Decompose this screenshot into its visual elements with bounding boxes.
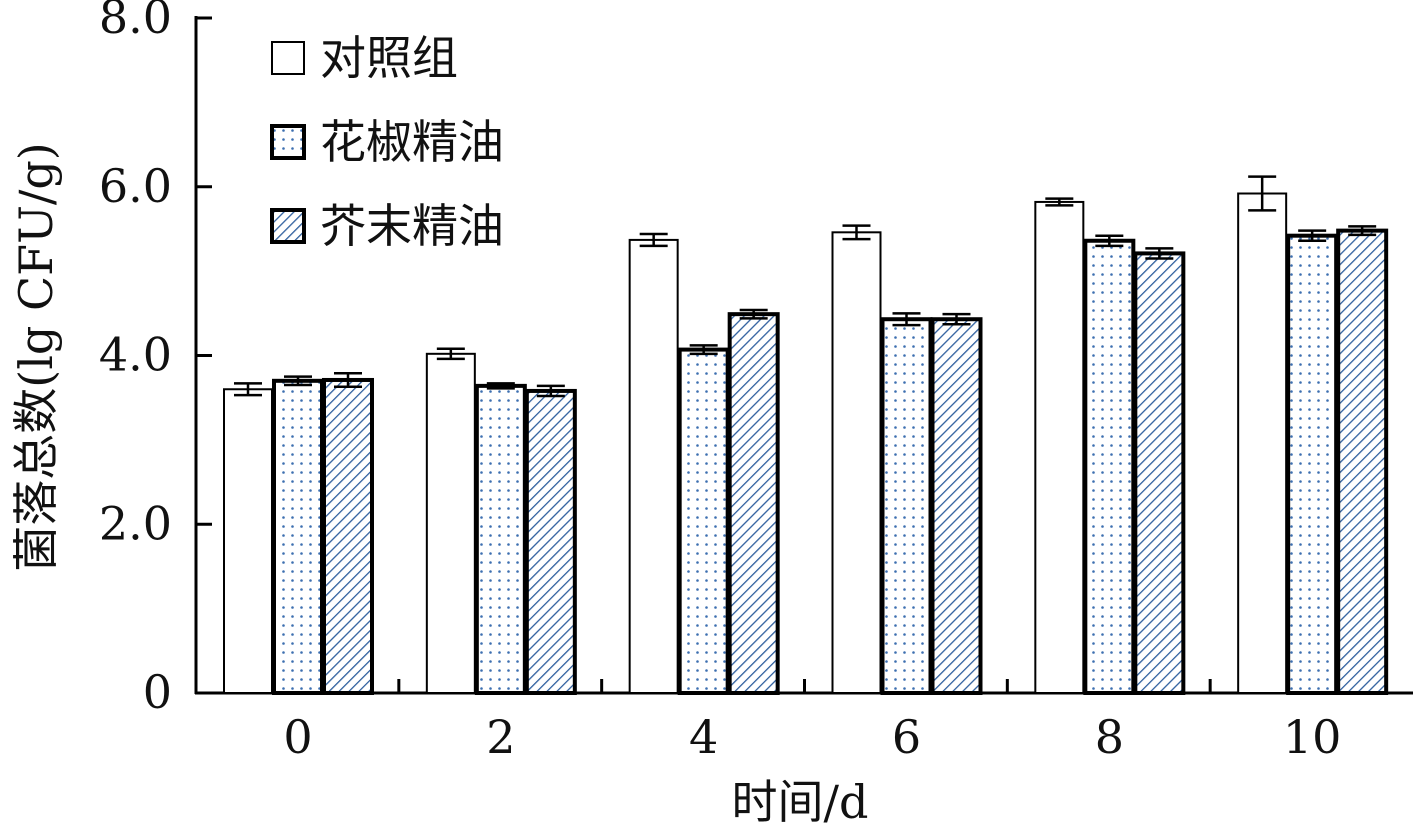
legend-label: 对照组 [320, 31, 458, 85]
bar [425, 352, 476, 694]
x-tick-label: 6 [892, 710, 921, 764]
bar [474, 383, 527, 695]
bar [831, 231, 882, 694]
bar [223, 388, 273, 694]
bar [930, 317, 983, 695]
y-tick-label: 0 [143, 665, 172, 719]
y-tick-label: 6.0 [99, 159, 172, 213]
bar [677, 347, 730, 695]
bar [880, 317, 933, 695]
bar [322, 377, 374, 695]
x-tick-label: 10 [1283, 710, 1342, 764]
y-axis-title: 菌落总数(lg CFU/g) [9, 142, 63, 572]
error-bars [234, 175, 1377, 398]
legend-label: 花椒精油 [320, 115, 504, 169]
axes [194, 16, 1413, 695]
legend-swatch [270, 208, 306, 244]
legend-swatch [270, 124, 306, 160]
bar [628, 238, 679, 694]
bar [727, 312, 780, 695]
y-tick-label: 2.0 [99, 496, 172, 550]
tick-labels: 0 2.0 4.0 6.0 8.0 0 2 4 6 8 10 [99, 0, 1342, 764]
bar [1034, 200, 1085, 694]
x-tick-label: 2 [486, 710, 515, 764]
bar [272, 378, 324, 695]
bar [1336, 228, 1389, 695]
bar [1083, 238, 1136, 695]
bars [223, 192, 1389, 695]
x-tick-label: 4 [689, 710, 718, 764]
x-tick-label: 0 [283, 710, 312, 764]
bar [1237, 192, 1288, 694]
legend-label: 芥末精油 [320, 199, 504, 253]
x-axis-title: 时间/d [732, 775, 869, 828]
y-tick-label: 4.0 [99, 328, 172, 382]
y-tick-label: 8.0 [99, 0, 172, 44]
bar [524, 388, 577, 695]
bar [1286, 233, 1339, 695]
bar [1133, 251, 1186, 695]
legend-swatch [271, 41, 305, 75]
x-tick-label: 8 [1095, 710, 1124, 764]
